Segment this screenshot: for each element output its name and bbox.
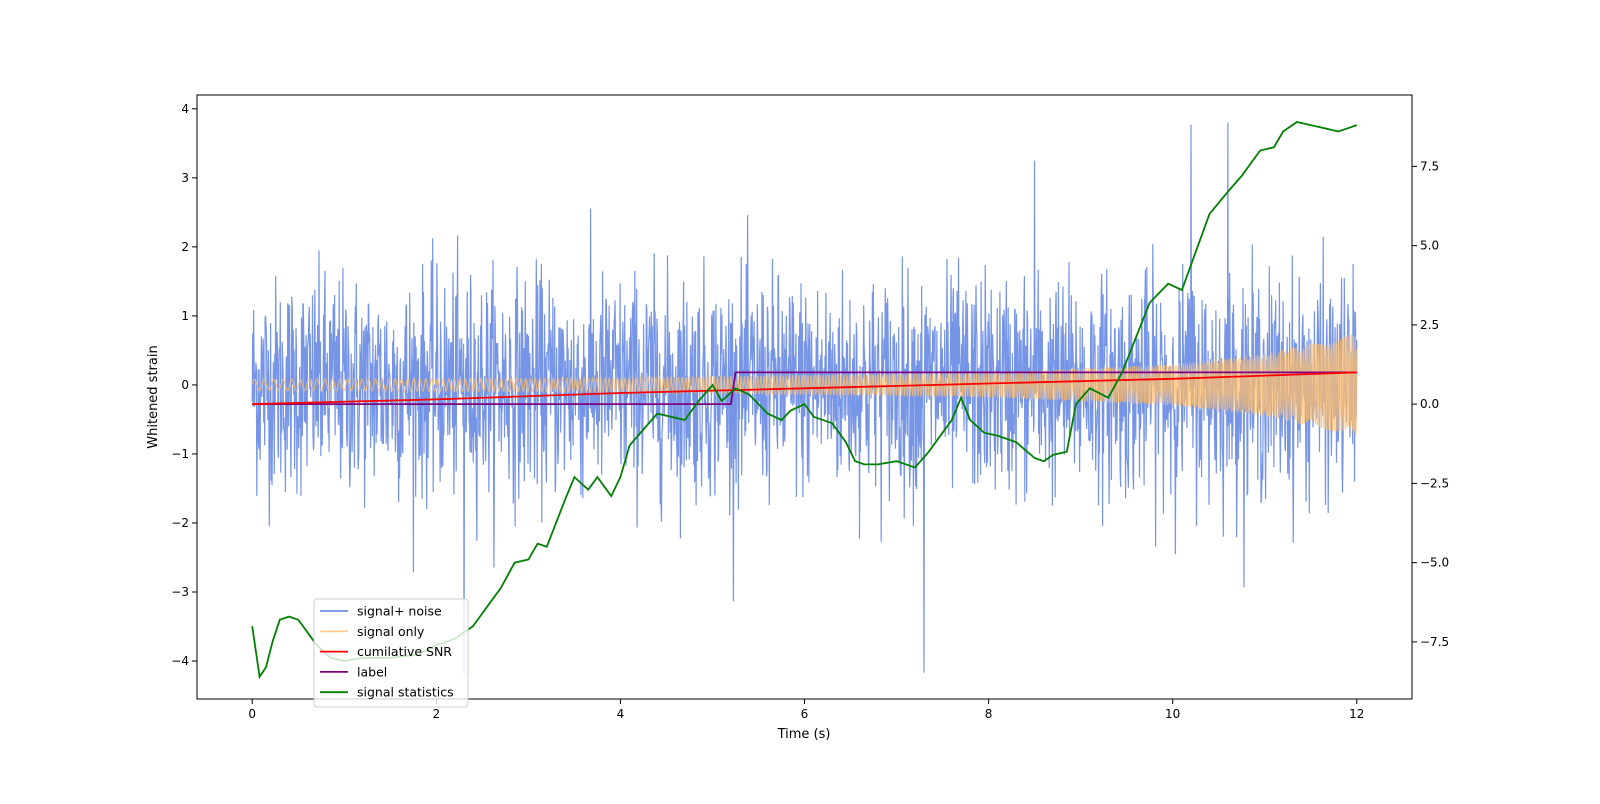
y-tick-label: 4 [181,102,189,116]
legend-label: signal only [357,624,425,639]
x-tick-label: 12 [1349,707,1364,721]
y-tick-label: −1 [171,447,189,461]
x-tick-label: 4 [617,707,625,721]
y-axis-ticks: 4 3 2 1 0 −1 −2 −3 −4 [171,102,197,668]
y2-tick-label: 5.0 [1420,239,1439,253]
legend-label: cumilative SNR [357,644,452,659]
x-axis-ticks: 0 2 4 6 8 10 12 [248,699,1364,721]
y2-tick-label: −2.5 [1420,476,1449,490]
y2-tick-label: −5.0 [1420,556,1449,570]
y-tick-label: 2 [181,240,189,254]
y2-tick-label: 0.0 [1420,397,1439,411]
x-axis-label: Time (s) [777,727,831,742]
y-tick-label: −2 [171,516,189,530]
series-signal-only [251,334,1358,436]
x-tick-label: 8 [985,707,993,721]
y-tick-label: −4 [171,654,189,668]
y2-tick-label: 7.5 [1420,159,1439,173]
series-cumulative-snr [252,371,1357,405]
legend-box [313,598,469,708]
y-tick-label: −3 [171,585,189,599]
x-tick-label: 2 [432,707,440,721]
x-tick-label: 0 [248,707,256,721]
y2-axis-ticks: 7.5 5.0 2.5 0.0 −2.5 −5.0 −7.5 [1412,159,1449,649]
y2-tick-label: −7.5 [1420,635,1449,649]
x-tick-label: 10 [1165,707,1180,721]
y-tick-label: 3 [181,171,189,185]
legend-label: signal+ noise [357,604,442,619]
y2-tick-label: 2.5 [1420,318,1439,332]
plot-area [251,121,1358,680]
y-axis-label: Whitened strain [146,345,161,448]
legend: signal+ noise signal only cumilative SNR la… [313,598,469,708]
y-tick-label: 0 [181,378,189,392]
series-label [252,371,1357,406]
legend-label: signal statistics [357,685,454,700]
x-tick-label: 6 [801,707,809,721]
y-tick-label: 1 [181,309,189,323]
legend-label: label [357,664,387,679]
